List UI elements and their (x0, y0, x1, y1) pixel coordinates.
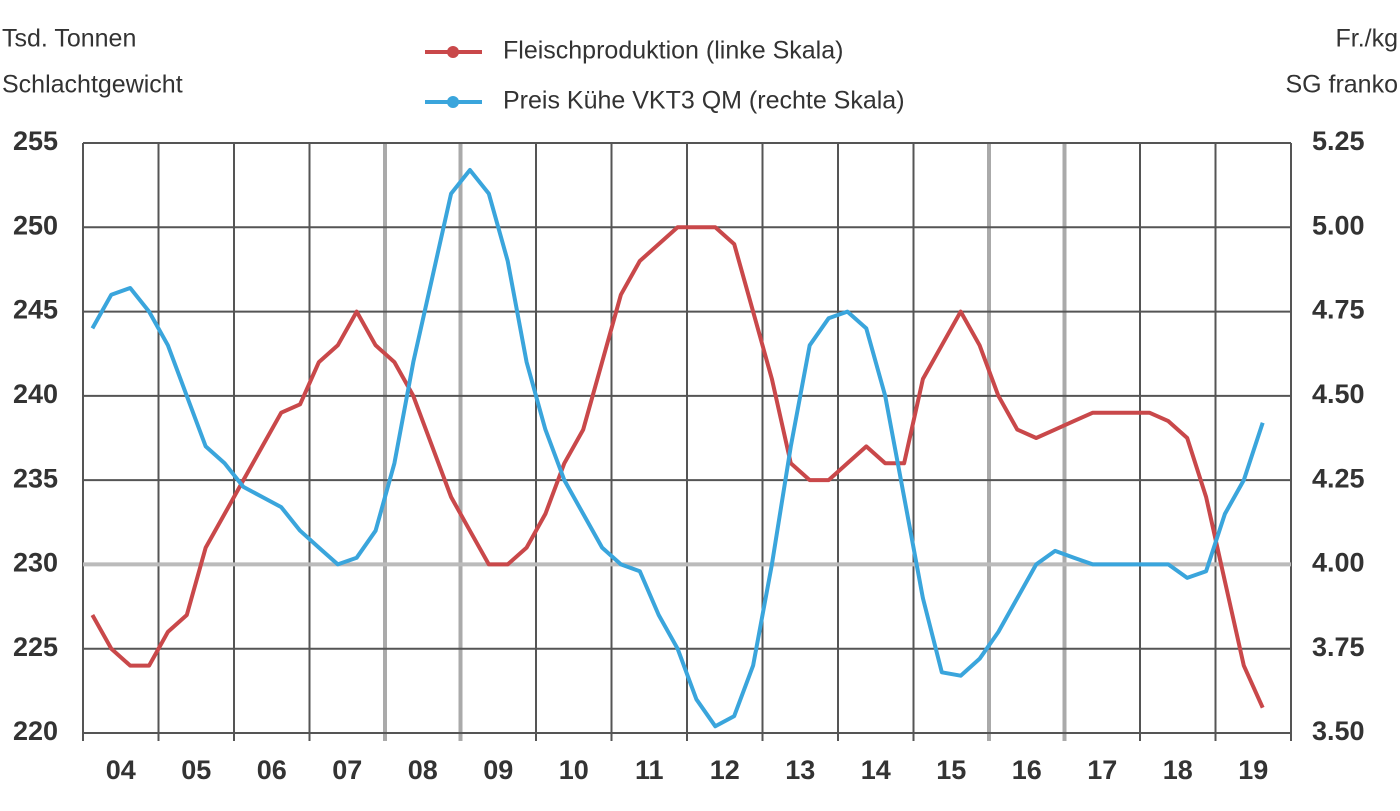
x-tick-label: 06 (257, 755, 287, 785)
y-tick-label: 220 (13, 716, 58, 746)
y2-axis-title: Fr./kg (1335, 25, 1398, 53)
x-tick-label: 18 (1163, 755, 1193, 785)
y2-tick-label: 4.25 (1312, 463, 1365, 493)
y-tick-label: 245 (13, 295, 58, 325)
legend-marker (447, 96, 459, 108)
x-tick-label: 07 (332, 755, 362, 785)
series-line (90, 225, 1265, 709)
y2-tick-label: 3.50 (1312, 716, 1365, 746)
x-tick-label: 12 (710, 755, 740, 785)
legend-label: Fleischproduktion (linke Skala) (503, 37, 843, 65)
y2-tick-label: 5.25 (1312, 126, 1365, 156)
y-axis-title: Tsd. Tonnen (2, 25, 136, 53)
y2-tick-label: 4.00 (1312, 548, 1365, 578)
x-tick-label: 09 (483, 755, 513, 785)
x-tick-label: 08 (408, 755, 438, 785)
y-tick-label: 225 (13, 632, 58, 662)
y-tick-label: 250 (13, 210, 58, 240)
legend-label: Preis Kühe VKT3 QM (rechte Skala) (503, 87, 905, 115)
y-axis-title: Schlachtgewicht (2, 71, 183, 99)
x-tick-label: 10 (559, 755, 589, 785)
legend-marker (447, 46, 459, 58)
y2-axis-title: SG franko (1285, 71, 1398, 99)
x-tick-label: 14 (861, 755, 891, 785)
x-tick-label: 19 (1238, 755, 1268, 785)
y-tick-label: 230 (13, 548, 58, 578)
y-tick-label: 255 (13, 126, 58, 156)
y2-tick-label: 4.50 (1312, 379, 1365, 409)
x-tick-label: 13 (785, 755, 815, 785)
series-line (90, 168, 1265, 729)
x-tick-label: 15 (936, 755, 966, 785)
x-tick-label: 17 (1087, 755, 1117, 785)
y-tick-label: 235 (13, 463, 58, 493)
x-tick-label: 04 (106, 755, 136, 785)
y2-tick-label: 5.00 (1312, 210, 1365, 240)
x-tick-label: 11 (635, 755, 664, 785)
x-tick-label: 05 (181, 755, 211, 785)
y2-tick-label: 4.75 (1312, 295, 1365, 325)
x-tick-label: 16 (1012, 755, 1042, 785)
y-tick-label: 240 (13, 379, 58, 409)
y2-tick-label: 3.75 (1312, 632, 1365, 662)
